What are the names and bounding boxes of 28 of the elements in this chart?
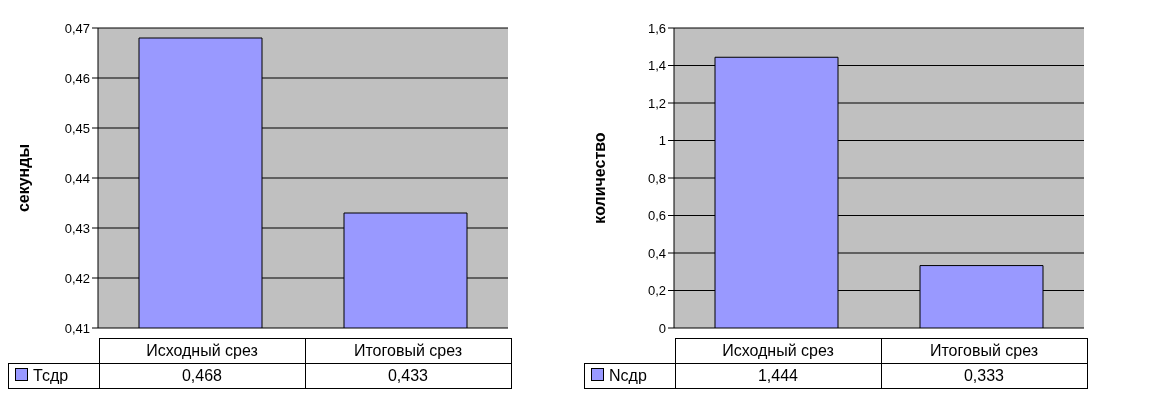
y-tick-label: 0,45: [64, 120, 90, 136]
y-tick-label: 0,41: [64, 320, 90, 336]
x-tick-label: Исходный срез: [99, 338, 305, 364]
y-tick-label: 0,43: [64, 220, 90, 236]
x-tick-label: Итоговый срез: [881, 338, 1087, 364]
y-tick-label: 0: [658, 320, 666, 336]
y-tick-label: 0,42: [64, 270, 90, 286]
y-tick-label: 0,8: [647, 170, 666, 186]
y-tick-label: 0,6: [647, 208, 666, 224]
data-label: 0,333: [881, 363, 1087, 389]
data-label: 0,433: [305, 363, 511, 389]
data-label: 1,444: [675, 363, 881, 389]
y-tick-label: 0,4: [647, 245, 666, 261]
y-axis-title: секунды: [14, 143, 32, 213]
legend-label: Nсдр: [608, 367, 647, 384]
y-tick-label: 1: [658, 133, 666, 149]
y-axis-title: количество: [590, 132, 608, 224]
legend-label: Тсдр: [32, 367, 69, 384]
y-tick-label: 0,46: [64, 70, 90, 86]
y-tick-label: 0,2: [647, 283, 666, 299]
y-tick-label: 1,2: [647, 95, 666, 111]
data-label: 0,468: [99, 363, 305, 389]
x-tick-label: Исходный срез: [675, 338, 881, 364]
y-tick-label: 1,6: [647, 20, 666, 36]
y-tick-label: 0,44: [64, 170, 90, 186]
y-tick-label: 0,47: [64, 20, 90, 36]
x-tick-label: Итоговый срез: [305, 338, 511, 364]
y-tick-label: 1,4: [647, 58, 666, 74]
